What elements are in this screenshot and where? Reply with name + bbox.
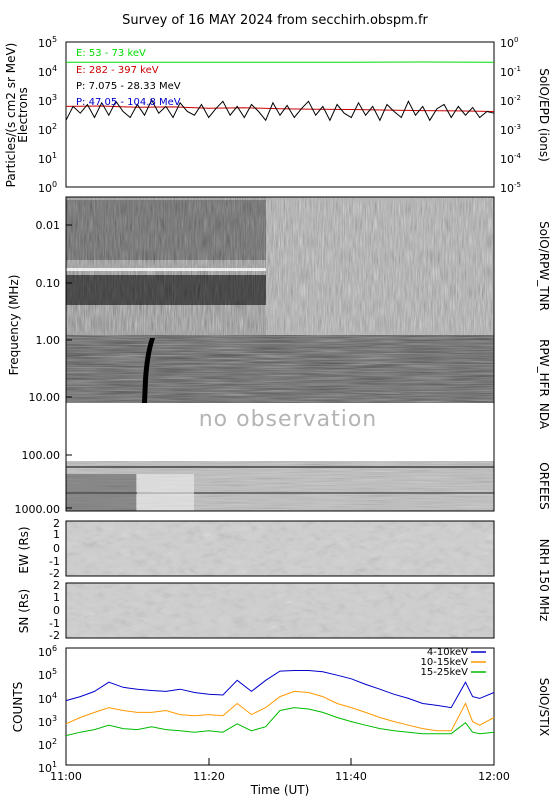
epd-ylabel: Particles/(s cm2 sr MeV) [4,43,18,188]
nrh-ew-texture [66,521,494,576]
sn-tick-3: -1 [49,617,60,630]
tnr-right-light [266,197,494,335]
orfees-label: ORFEES [537,462,550,509]
tnr-dark-band [66,275,266,305]
freq-ylabel: Frequency (MHz) [7,275,21,376]
hfr-label: RPW_HFR [537,339,550,397]
stix-ticks: 106 105 104 103 102 101 [38,644,57,775]
x-tick-1: 11:20 [193,770,225,783]
sn-tick-4: -2 [49,629,60,642]
epd-tick-1e4: 104 [38,64,57,79]
ew-tick-0: 2 [53,517,60,530]
tnr-white-line [66,268,266,271]
nrh-ew-frame [65,520,495,577]
epd-tick-1e1: 101 [38,151,57,166]
x-tick-2: 11:40 [335,770,367,783]
sn-tick-0: 2 [53,579,60,592]
freq-tick-1: 0.10 [36,277,61,290]
ew-tick-2: 0 [53,542,60,555]
stix-legend-0: 4-10keV [427,647,468,658]
epd-rtick-1: 10-1 [500,65,521,79]
stix-legend-2: 15-25keV [421,667,469,678]
orfees-dark-block [66,474,136,511]
ew-tick-1: 1 [53,528,60,541]
stix-legend-1: 10-15keV [421,657,469,668]
tnr-texture [66,197,494,335]
stix-series [65,670,495,737]
orfees-light-block [137,474,194,511]
nrh-panel: 2 1 0 -1 -2 2 1 0 -1 -2 EW (Rs) SN (Rs) … [17,517,550,642]
sn-tick-2: 0 [53,604,60,617]
epd-right-ticks: 100 10-1 10-2 10-3 10-4 10-5 [500,36,522,195]
stix-panel: 106 105 104 103 102 101 4-10keV 10-15keV… [11,644,550,775]
nrh-side-label: NRH 150 MHz [537,539,550,622]
epd-legend-3: P: 47.05 - 104.8 MeV [76,97,181,108]
epd-tick-1e0: 100 [38,180,57,195]
spectra-panel: no observation 0.01 0.10 1.00 10.00 100.… [7,196,550,516]
x-tick-0: 11:00 [50,770,82,783]
epd-series [65,61,495,122]
stix-lines-series-0 [65,670,495,709]
stix-tick-1e6: 106 [38,644,57,659]
epd-legend-0: E: 53 - 73 keV [76,48,146,59]
stix-lines-series-2 [65,707,495,737]
epd-panel: 105 104 103 102 101 100 100 10-1 10-2 10… [4,35,550,195]
freq-tick-4: 100.00 [22,449,61,462]
stix-tick-1e2: 102 [38,737,57,752]
nrh-sn-texture [66,583,494,638]
hfr-texture [66,335,494,403]
stix-lines-series-1 [65,690,495,732]
x-tick-3: 12:00 [478,770,510,783]
stix-tick-1e4: 104 [38,691,57,706]
ew-tick-4: -2 [49,567,60,580]
freq-tick-2: 1.00 [36,334,61,347]
nda-no-observation: no observation [199,407,378,432]
stix-side-label: SolO/STIX [537,678,550,737]
sn-label: SN (Rs) [17,589,31,633]
ew-label: EW (Rs) [17,526,31,573]
epd-tick-1e3: 103 [38,93,57,108]
epd-lines-series-1 [65,105,495,112]
epd-rtick-3: 10-3 [500,123,521,137]
hfr-type3-burst [142,338,155,403]
stix-tick-1e3: 103 [38,714,57,729]
freq-tick-0: 0.01 [36,219,61,232]
epd-tick-1e2: 102 [38,122,57,137]
epd-side-label: SolO/EPD (ions) [537,68,550,162]
freq-tick-3: 10.00 [29,391,61,404]
epd-tick-1e5: 105 [38,35,57,50]
epd-rtick-4: 10-4 [500,152,522,166]
nrh-sn-frame [65,582,495,639]
epd-left-ticks: 105 104 103 102 101 100 [38,35,57,195]
epd-rtick-5: 10-5 [500,181,521,195]
epd-ylabel-electrons: Electrons [16,87,30,142]
stix-ylabel: COUNTS [11,682,25,733]
sn-tick-1: 1 [53,591,60,604]
ew-tick-3: -1 [49,555,60,568]
nda-label: NDA [537,403,550,430]
epd-rtick-2: 10-2 [500,94,521,108]
epd-lines-series-2 [65,98,495,122]
tnr-label: SolO/RPW_TNR [537,221,550,311]
nda-area [66,403,494,461]
figure-title: Survey of 16 MAY 2024 from secchirh.obsp… [122,13,428,28]
epd-legend-1: E: 282 - 397 keV [76,65,159,76]
epd-rtick-0: 100 [500,36,518,50]
orfees-line-2 [66,492,494,494]
stix-frame [65,647,495,766]
x-axis-label: Time (UT) [250,783,310,797]
epd-legend-2: P: 7.075 - 28.33 MeV [76,81,181,92]
spectra-frame [65,196,495,512]
freq-tick-5: 1000.00 [15,503,61,516]
tnr-dark-region [66,200,266,260]
orfees-line-1 [66,466,494,468]
stix-tick-1e5: 105 [38,667,57,682]
x-axis: 11:00 11:20 11:40 12:00 Time (UT) [50,758,510,797]
